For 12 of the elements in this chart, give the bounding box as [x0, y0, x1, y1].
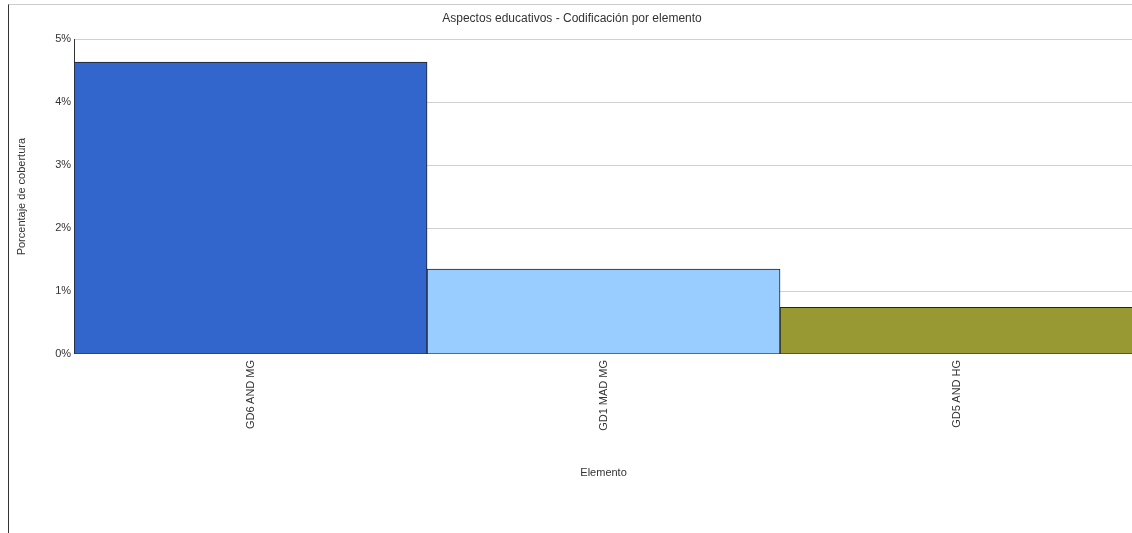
y-tick-label: 0% [55, 346, 72, 359]
y-tick-label: 4% [55, 95, 72, 108]
y-tick-label: 3% [55, 158, 72, 171]
y-tick-label: 2% [55, 221, 72, 234]
chart-title: Aspectos educativos - Codificación por elemento [442, 10, 703, 25]
x-tick-label: GD1 MAD MG [596, 359, 609, 431]
x-axis-title: Elemento [580, 466, 627, 479]
y-tick-label: 5% [55, 32, 72, 45]
x-tick-label: GD5 AND HG [949, 359, 962, 428]
y-tick-label: 1% [55, 284, 72, 297]
y-axis-title: Porcentaje de cobertura [14, 137, 27, 256]
x-tick-label: GD6 AND MG [243, 359, 256, 429]
